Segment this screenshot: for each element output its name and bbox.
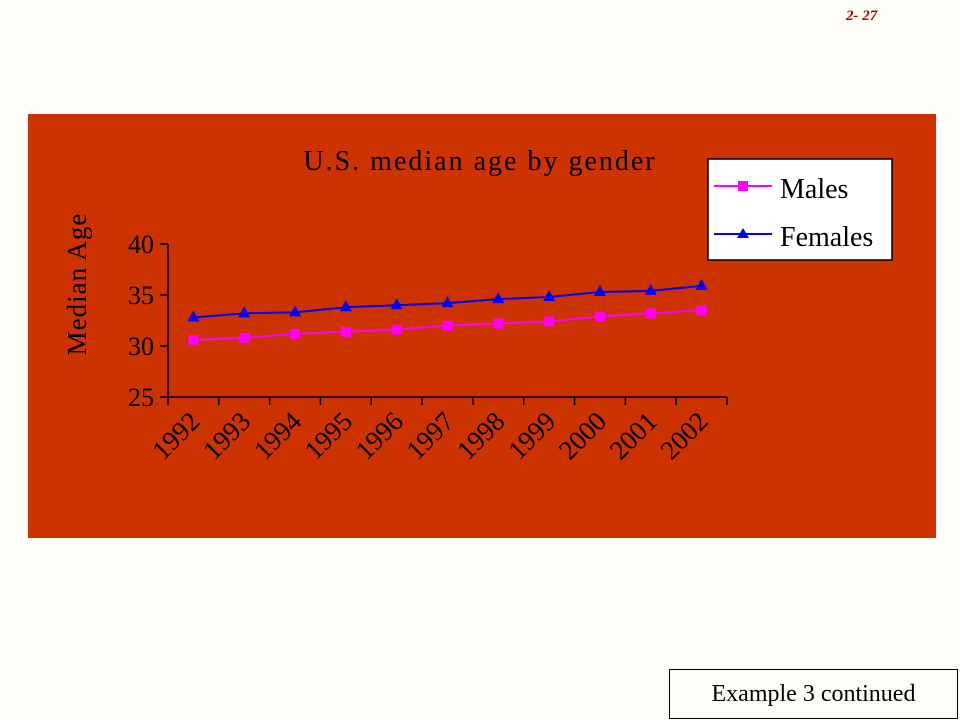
x-tick-label: 1994 (248, 406, 308, 466)
series-layer (187, 278, 708, 345)
data-point-females (289, 305, 302, 317)
data-point-males (239, 332, 250, 343)
data-point-females (492, 292, 505, 304)
y-axis-label: Median Age (62, 213, 92, 356)
legend-label-females: Females (780, 222, 873, 253)
data-point-males (391, 324, 402, 335)
x-tick-label: 1995 (299, 406, 358, 465)
chart-panel: U.S. median age by gender Median Age 25 3… (28, 114, 936, 538)
data-point-females (644, 283, 657, 295)
x-tick-label: 2001 (604, 406, 663, 465)
x-tick-label: 2000 (553, 406, 612, 465)
data-point-males (340, 326, 351, 337)
data-point-females (441, 296, 454, 308)
legend-box (707, 158, 893, 261)
x-tick-label: 1996 (350, 406, 409, 465)
caption-box: Example 3 continued (669, 669, 958, 719)
line-chart: U.S. median age by gender Median Age 25 3… (62, 146, 893, 466)
data-point-males (645, 308, 656, 319)
legend-marker-females (737, 228, 749, 238)
x-tick-label: 1998 (451, 406, 510, 465)
data-point-males (696, 305, 707, 316)
data-point-females (695, 278, 708, 290)
y-tick-label: 25 (128, 383, 154, 412)
data-point-females (238, 306, 251, 318)
x-tick-label: 2002 (654, 406, 713, 465)
legend-label-males: Males (780, 174, 848, 205)
y-tick-label: 40 (128, 230, 154, 259)
x-tick-label: 1992 (146, 406, 205, 465)
x-tick-label: 1993 (197, 406, 256, 465)
x-tick-label: 1997 (400, 406, 459, 465)
chart-title: U.S. median age by gender (303, 146, 656, 177)
data-point-males (290, 328, 301, 339)
y-tick-label: 35 (128, 281, 154, 310)
data-point-males (594, 311, 605, 322)
data-point-females (543, 290, 556, 302)
slide-number: 2- 27 (846, 8, 878, 24)
data-point-females (390, 298, 403, 310)
x-tick-label: 1999 (502, 406, 561, 465)
legend-marker-males (738, 181, 748, 191)
data-point-males (442, 320, 453, 331)
data-point-females (593, 284, 606, 296)
caption-text: Example 3 continued (711, 680, 916, 707)
data-point-females (339, 300, 352, 312)
legend: Males Females (707, 158, 893, 261)
data-point-males (493, 318, 504, 329)
data-point-males (544, 316, 555, 327)
y-tick-label: 30 (128, 332, 154, 361)
x-ticks: 1992199319941995199619971998199920002001… (146, 397, 728, 466)
data-point-males (188, 334, 199, 345)
y-ticks: 25 30 35 40 (128, 230, 168, 412)
data-point-females (187, 310, 200, 322)
